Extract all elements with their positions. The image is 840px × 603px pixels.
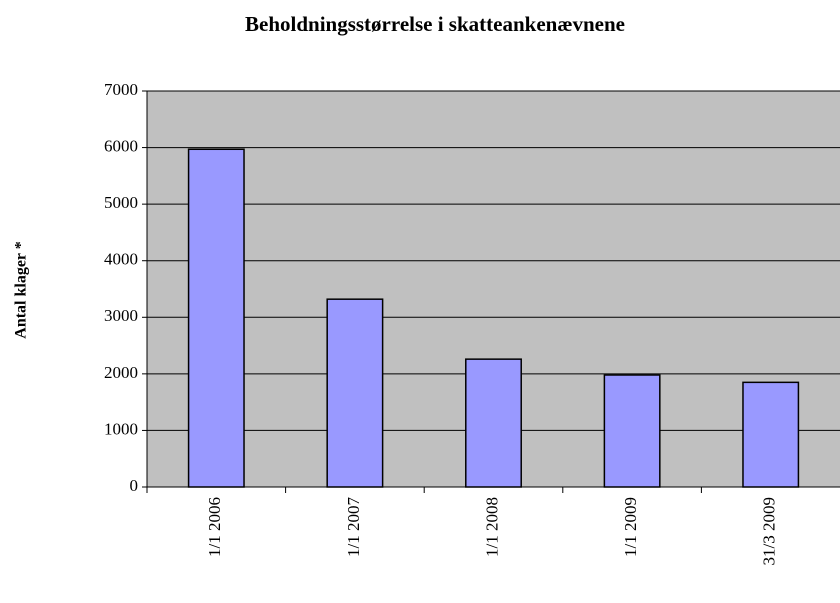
bar bbox=[742, 381, 800, 488]
bar bbox=[465, 358, 522, 488]
bar bbox=[326, 298, 384, 488]
y-tick-label: 0 bbox=[130, 476, 139, 495]
bar bbox=[603, 374, 661, 488]
y-tick-label: 5000 bbox=[104, 193, 138, 212]
y-tick-label: 6000 bbox=[104, 136, 138, 155]
x-tick-label: 1/1 2007 bbox=[344, 497, 363, 557]
x-tick-label: 1/1 2008 bbox=[482, 497, 501, 557]
y-tick-label: 1000 bbox=[104, 419, 138, 438]
chart-title: Beholdningsstørrelse i skatteankenævnene bbox=[245, 12, 625, 36]
x-tick-label: 31/3 2009 bbox=[760, 497, 779, 565]
y-tick-label: 4000 bbox=[104, 250, 138, 269]
x-tick-label: 1/1 2009 bbox=[621, 497, 640, 557]
y-tick-label: 3000 bbox=[104, 306, 138, 325]
y-axis-label: Antal klager * bbox=[13, 241, 30, 338]
y-tick-label: 2000 bbox=[104, 363, 138, 382]
bar bbox=[187, 148, 245, 488]
y-tick-label: 7000 bbox=[104, 80, 138, 99]
x-tick-label: 1/1 2006 bbox=[205, 497, 224, 557]
